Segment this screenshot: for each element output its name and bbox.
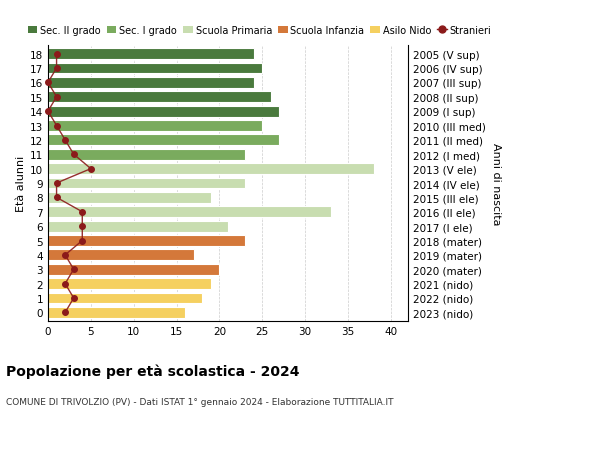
Point (52, 194, 61, 202)
Bar (48, 235, 245, 246)
Point (69, 266, 79, 274)
Y-axis label: Anni di nascita: Anni di nascita (491, 142, 501, 225)
Point (43, 79, 53, 87)
Point (77, 208, 87, 216)
Bar (48, 250, 194, 261)
Point (52, 123, 61, 130)
Bar (48, 178, 245, 189)
Point (61, 252, 70, 259)
Bar (48, 49, 254, 60)
Point (77, 223, 87, 230)
Point (43, 108, 53, 116)
Text: Popolazione per età scolastica - 2024: Popolazione per età scolastica - 2024 (6, 364, 299, 379)
Bar (48, 279, 211, 289)
Bar (48, 164, 374, 174)
Point (52, 180, 61, 187)
Point (52, 94, 61, 101)
Bar (48, 121, 262, 132)
Bar (48, 92, 271, 103)
Point (61, 137, 70, 144)
Text: COMUNE DI TRIVOLZIO (PV) - Dati ISTAT 1° gennaio 2024 - Elaborazione TUTTITALIA.: COMUNE DI TRIVOLZIO (PV) - Dati ISTAT 1°… (6, 397, 394, 406)
Legend: Sec. II grado, Sec. I grado, Scuola Primaria, Scuola Infanzia, Asilo Nido, Stran: Sec. II grado, Sec. I grado, Scuola Prim… (28, 26, 491, 35)
Bar (48, 106, 280, 117)
Bar (48, 264, 220, 275)
Point (61, 309, 70, 316)
Bar (48, 150, 245, 160)
Bar (48, 78, 254, 89)
Bar (48, 308, 185, 318)
Bar (48, 207, 331, 218)
Bar (48, 293, 202, 304)
Point (69, 295, 79, 302)
Bar (48, 135, 280, 146)
Point (52, 51, 61, 58)
Point (86, 166, 95, 173)
Point (61, 280, 70, 288)
Y-axis label: Età alunni: Età alunni (16, 156, 26, 212)
Point (52, 65, 61, 73)
Point (77, 237, 87, 245)
Bar (48, 193, 211, 203)
Bar (48, 63, 262, 74)
Bar (48, 221, 228, 232)
Point (69, 151, 79, 159)
